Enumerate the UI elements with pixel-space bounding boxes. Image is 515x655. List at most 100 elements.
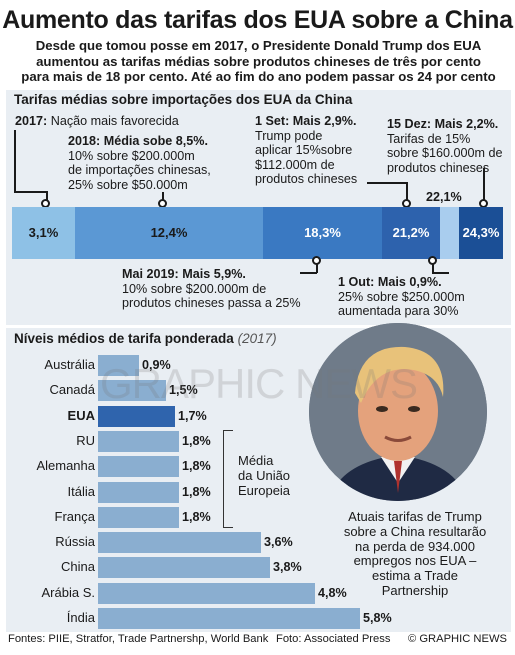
timeline-segment-label: 24,3%: [462, 225, 500, 240]
annotation-line: produtos chineses: [387, 160, 490, 175]
annotation-2017: 2017: Nação mais favorecida: [15, 114, 179, 129]
timeline-segment-label: 21,2%: [392, 225, 430, 240]
intro-line: aumentou as tarifas médias sobre produto…: [36, 53, 481, 69]
annotation-line: 25% sobre $50.000m: [68, 177, 188, 192]
intro-text: Desde que tomou posse em 2017, o Preside…: [6, 38, 511, 85]
eu-label-line: da União: [238, 468, 291, 483]
leader-line: [162, 192, 164, 204]
annotation-line: 25% sobre $250.000m: [338, 289, 465, 304]
country-label: França: [54, 509, 95, 524]
annotation-line: produtos chineses passa a 25%: [122, 296, 301, 311]
annotation-text: Nação mais favorecida: [50, 114, 179, 128]
country-label: RU: [76, 433, 95, 448]
country-value: 1,8%: [182, 459, 211, 473]
caption-line: Atuais tarifas de Trump: [348, 509, 482, 524]
country-bar: [98, 608, 360, 629]
annotation-line: aumentada para 30%: [338, 304, 459, 319]
eu-average-label: Média da União Europeia: [238, 453, 290, 498]
country-label: Austrália: [44, 357, 95, 372]
annotation-head: 1 Out: Mais 0,9%.: [338, 275, 442, 289]
comparison-title: Níveis médios de tarifa ponderada (2017): [14, 331, 277, 346]
timeline-segment-label: 12,4%: [150, 225, 188, 240]
leader-line: [432, 272, 449, 274]
caption-line: Partnership: [381, 582, 449, 598]
annotation-15dez: 15 Dez: Mais 2,2%. Tarifas de 15% sobre …: [387, 117, 503, 175]
country-bar: [98, 406, 175, 427]
country-value: 1,5%: [169, 383, 198, 397]
country-value: 1,7%: [178, 409, 207, 423]
annotation-head: 15 Dez: Mais 2,2%.: [387, 117, 499, 131]
annotation-22-1: 22,1%: [426, 190, 462, 204]
country-bar: [98, 507, 179, 528]
tariff-timeline-bar: 3,1% 12,4% 18,3% 21,2% 24,3%: [12, 207, 503, 259]
leader-line: [14, 191, 47, 193]
country-label: EUA: [67, 408, 95, 423]
annotation-line: de importações chinesas,: [68, 163, 211, 178]
country-value: 1,8%: [182, 485, 211, 499]
timeline-segment: [382, 207, 440, 259]
country-bar: [98, 355, 139, 376]
country-label: China: [61, 559, 95, 574]
annotation-2018: 2018: Média sobe 8,5%. 10% sobre $200.00…: [68, 134, 211, 192]
country-value: 4,8%: [318, 586, 347, 600]
annotation-1set: 1 Set: Mais 2,9%. Trump pode aplicar 15%…: [255, 114, 357, 187]
intro-line: Desde que tomou posse em 2017, o Preside…: [35, 38, 482, 53]
country-label: Alemanha: [36, 458, 95, 473]
country-label: Arábia S.: [41, 585, 95, 600]
leader-line: [483, 168, 485, 202]
timeline-title: Tarifas médias sobre importações dos EUA…: [14, 92, 353, 107]
caption-line: estima a Trade: [372, 568, 458, 584]
marker-dot: [312, 256, 321, 265]
annotation-head: 2018: Média sobe 8,5%.: [68, 134, 208, 148]
timeline-segment: [459, 207, 503, 259]
intro-line: para mais de 18 por cento. Até ao fim do…: [21, 69, 496, 84]
annotation-mai2019: Mai 2019: Mais 5,9%. 10% sobre $200.000m…: [122, 267, 301, 311]
leader-line: [46, 191, 48, 203]
country-value: 0,9%: [142, 358, 171, 372]
footer-sources: Fontes: PIIE, Stratfor, Trade Partnershp…: [8, 633, 269, 645]
timeline-segment: [263, 207, 382, 259]
annotation-head: 1 Set: Mais 2,9%.: [255, 114, 357, 128]
timeline-segment-label: 3,1%: [28, 225, 59, 240]
comparison-subtitle: (2017): [237, 331, 277, 346]
country-value: 5,8%: [363, 611, 392, 625]
footer-photo-credit: Foto: Associated Press: [276, 633, 391, 645]
annotation-line: Trump pode: [255, 128, 323, 143]
country-value: 3,8%: [273, 560, 302, 574]
annotation-line: 10% sobre $200.000m de: [122, 281, 267, 296]
leader-line: [14, 130, 16, 192]
annotation-1out: 1 Out: Mais 0,9%. 25% sobre $250.000m au…: [338, 275, 465, 319]
country-bar: [98, 532, 261, 553]
annotation-line: sobre $160.000m de: [387, 146, 503, 161]
eu-bracket: [223, 430, 233, 528]
country-label: Rússia: [55, 534, 95, 549]
country-bar: [98, 456, 179, 477]
page-title: Aumento das tarifas dos EUA sobre a Chin…: [2, 6, 513, 34]
annotation-line: Tarifas de 15%: [387, 131, 471, 146]
country-bar: [98, 380, 166, 401]
photo-caption: Atuais tarifas de Trump sobre a China re…: [330, 509, 500, 599]
comparison-title-text: Níveis médios de tarifa ponderada: [14, 331, 234, 346]
annotation-line: $112.000m de: [255, 157, 335, 172]
caption-line: sobre a China resultarão: [343, 523, 487, 539]
caption-line: empregos nos EUA –: [353, 553, 477, 569]
country-value: 1,8%: [182, 510, 211, 524]
footer-copyright: © GRAPHIC NEWS: [408, 633, 507, 645]
annotation-line: produtos chineses: [255, 172, 358, 187]
country-bar: [98, 431, 179, 452]
portrait-illustration: [309, 323, 487, 501]
leader-line: [367, 182, 407, 184]
country-bar: [98, 557, 270, 578]
country-bar: [98, 482, 179, 503]
leader-line: [316, 263, 318, 273]
country-label: Itália: [67, 484, 95, 499]
country-label: Canadá: [49, 382, 95, 397]
annotation-line: 10% sobre $200.000m: [68, 148, 195, 163]
timeline-segment: [12, 207, 75, 259]
leader-line: [432, 263, 434, 273]
leader-line: [300, 272, 317, 274]
caption-line: na perda de 934.000: [355, 538, 475, 554]
eu-label-line: Europeia: [238, 483, 291, 498]
annotation-head: Mai 2019: Mais 5,9%.: [122, 267, 246, 281]
country-value: 3,6%: [264, 535, 293, 549]
